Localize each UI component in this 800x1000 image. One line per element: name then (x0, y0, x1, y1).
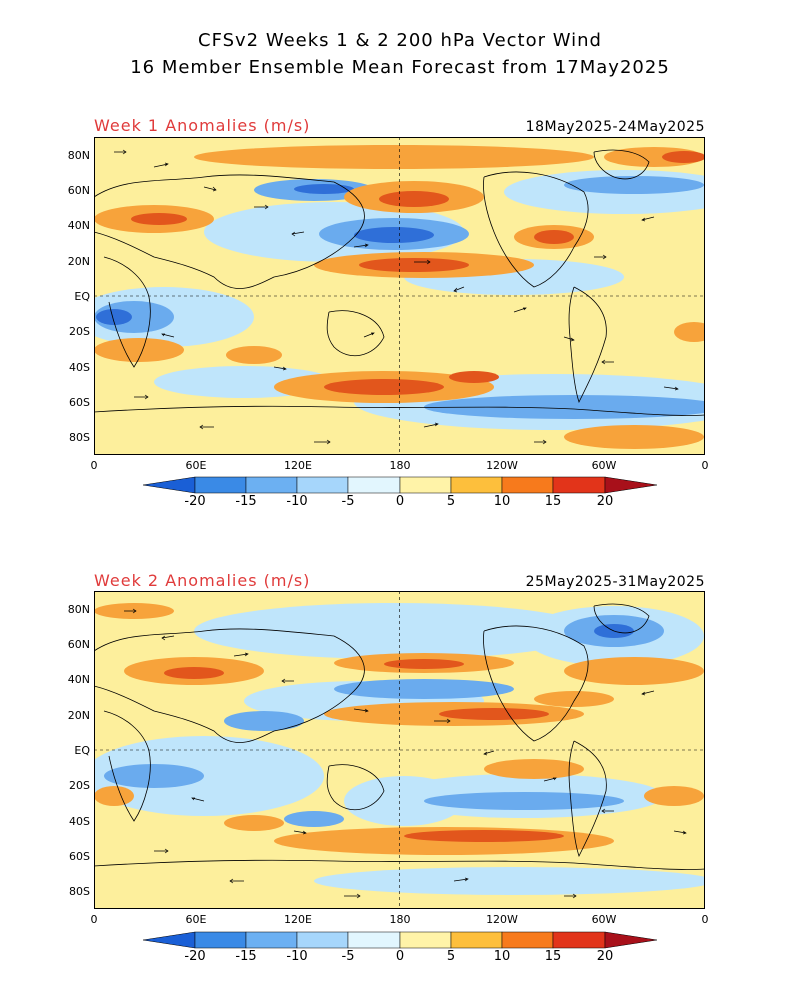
p2-lat-60N: 60N (67, 638, 90, 651)
p2-lat-40N: 40N (67, 673, 90, 686)
cb2-tick-m20: -20 (184, 949, 206, 964)
p2-lat-40S: 40S (69, 815, 90, 828)
panel1-dates: 18May2025-24May2025 (525, 119, 705, 135)
cb1-tick-m20: -20 (184, 494, 206, 509)
p1-lat-20N: 20N (67, 255, 90, 268)
cb1-tick-10: 10 (493, 494, 511, 509)
colorbar-1 (143, 476, 657, 494)
week2-map (94, 591, 705, 909)
p1-lat-40N: 40N (67, 219, 90, 232)
week1-anomaly-field (94, 137, 705, 455)
panel2-label: Week 2 Anomalies (m/s) (94, 571, 311, 590)
p1-lat-80N: 80N (67, 149, 90, 162)
p2-lat-80N: 80N (67, 603, 90, 616)
p1-lon-60E: 60E (185, 459, 207, 472)
cb2-tick-m10: -10 (286, 949, 308, 964)
p2-lat-20S: 20S (69, 779, 90, 792)
p2-lon-0-end: 0 (701, 913, 709, 926)
p1-lat-80S: 80S (69, 431, 90, 444)
cb1-tick-5: 5 (446, 494, 456, 509)
cb1-tick-15: 15 (544, 494, 562, 509)
p2-lon-180: 180 (389, 913, 411, 926)
cb2-tick-10: 10 (493, 949, 511, 964)
p1-lon-0-end: 0 (701, 459, 709, 472)
title-line-2: 16 Member Ensemble Mean Forecast from 17… (130, 57, 670, 78)
title-line-1: CFSv2 Weeks 1 & 2 200 hPa Vector Wind (198, 30, 602, 51)
p1-lon-120E: 120E (284, 459, 312, 472)
cb2-tick-0: 0 (395, 949, 405, 964)
cb1-tick-m5: -5 (341, 494, 355, 509)
p1-lat-60N: 60N (67, 184, 90, 197)
p1-lon-60W: 60W (591, 459, 617, 472)
panel1-label: Week 1 Anomalies (m/s) (94, 116, 311, 135)
cb1-tick-m10: -10 (286, 494, 308, 509)
p2-lon-60E: 60E (185, 913, 207, 926)
panel2-dates: 25May2025-31May2025 (525, 574, 705, 590)
cb1-tick-0: 0 (395, 494, 405, 509)
p1-lat-60S: 60S (69, 396, 90, 409)
p1-lon-0: 0 (90, 459, 98, 472)
p1-lat-20S: 20S (69, 325, 90, 338)
cb2-tick-15: 15 (544, 949, 562, 964)
p1-lat-EQ: EQ (74, 290, 90, 303)
colorbar-2 (143, 931, 657, 949)
cb2-tick-5: 5 (446, 949, 456, 964)
cb2-tick-m5: -5 (341, 949, 355, 964)
p2-lon-0: 0 (90, 913, 98, 926)
p1-lat-40S: 40S (69, 361, 90, 374)
week1-wind-vectors (114, 149, 679, 445)
week2-wind-vectors (124, 608, 687, 899)
p2-lon-120W: 120W (486, 913, 518, 926)
p1-lon-180: 180 (389, 459, 411, 472)
p2-lat-60S: 60S (69, 850, 90, 863)
cb2-tick-20: 20 (596, 949, 614, 964)
p2-lon-120E: 120E (284, 913, 312, 926)
p2-lat-EQ: EQ (74, 744, 90, 757)
week2-anomaly-field (94, 591, 705, 909)
p2-lat-20N: 20N (67, 709, 90, 722)
cb2-tick-m15: -15 (235, 949, 257, 964)
p1-lon-120W: 120W (486, 459, 518, 472)
cb1-tick-20: 20 (596, 494, 614, 509)
p2-lat-80S: 80S (69, 885, 90, 898)
cb1-tick-m15: -15 (235, 494, 257, 509)
p2-lon-60W: 60W (591, 913, 617, 926)
week1-map (94, 137, 705, 455)
